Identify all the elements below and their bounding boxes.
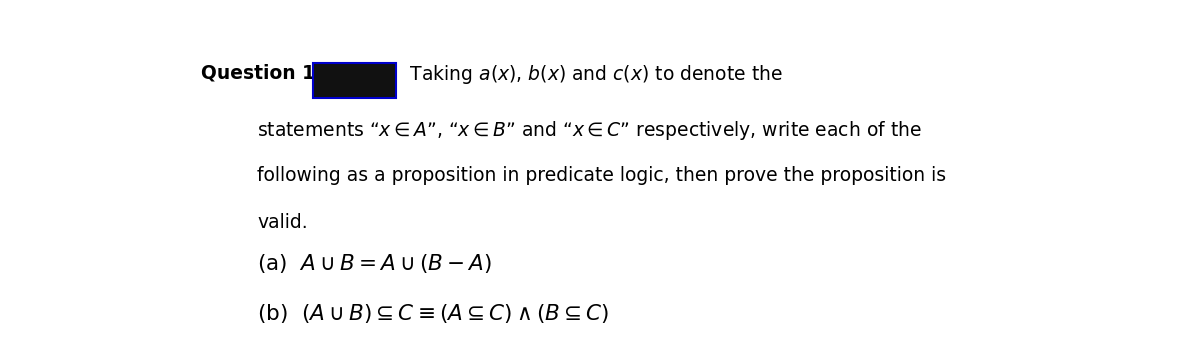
Text: Taking $a(x)$, $b(x)$ and $c(x)$ to denote the: Taking $a(x)$, $b(x)$ and $c(x)$ to deno… — [404, 63, 782, 86]
Text: valid.: valid. — [257, 213, 307, 232]
Text: statements “$x \in \mathit{A}$”, “$x \in \mathit{B}$” and “$x \in \mathit{C}$” r: statements “$x \in \mathit{A}$”, “$x \in… — [257, 119, 922, 142]
FancyBboxPatch shape — [313, 63, 396, 98]
Text: Question 11.: Question 11. — [202, 63, 335, 82]
Text: (b)  $(A \cup B) \subseteq C \equiv (A \subseteq C) \wedge (B \subseteq C)$: (b) $(A \cup B) \subseteq C \equiv (A \s… — [257, 302, 610, 325]
Text: (a)  $A \cup B = A \cup (B - A)$: (a) $A \cup B = A \cup (B - A)$ — [257, 252, 492, 275]
Text: following as a proposition in predicate logic, then prove the proposition is: following as a proposition in predicate … — [257, 166, 946, 185]
